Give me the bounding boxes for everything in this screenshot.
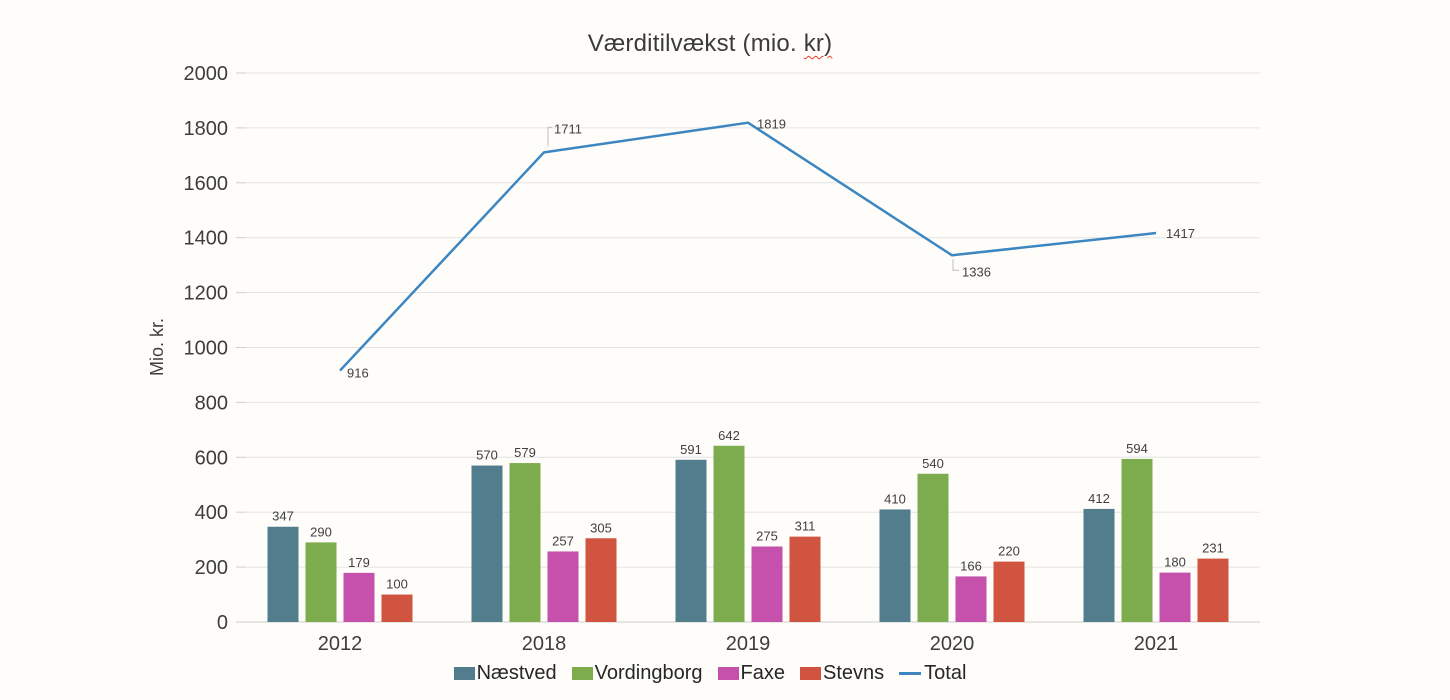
bar-vordingborg-2018 (509, 463, 541, 622)
bar-vordingborg-2012 (305, 542, 337, 622)
y-axis-tick-label: 0 (217, 612, 228, 634)
bar-vordingborg-2021 (1121, 458, 1153, 622)
bar-value-label: 311 (795, 519, 816, 534)
legend-label-næstved: Næstved (476, 662, 557, 684)
y-axis-title: Mio. kr. (147, 318, 167, 376)
bar-stevns-2020 (993, 561, 1025, 622)
y-axis-tick-label: 200 (195, 557, 228, 579)
bar-value-label: 570 (476, 448, 498, 463)
y-axis-tick-label: 2000 (184, 63, 229, 85)
chart-title-spellcheck-word: kr) (803, 30, 833, 57)
y-axis-tick-label: 1800 (184, 118, 229, 140)
chart-title: Værditilvækst (mio. kr) (0, 30, 1420, 58)
legend-item-total: Total (899, 662, 966, 685)
y-axis-tick-label: 1000 (184, 338, 229, 360)
y-axis-tick-label: 800 (195, 392, 228, 414)
y-axis-tick-label: 1400 (184, 228, 229, 250)
bar-stevns-2012 (381, 594, 413, 622)
line-value-label: 1711 (554, 121, 582, 136)
bar-faxe-2020 (955, 576, 987, 622)
bar-stevns-2019 (789, 536, 821, 622)
bar-value-label: 579 (514, 445, 536, 460)
bar-faxe-2021 (1159, 572, 1191, 622)
bar-faxe-2018 (547, 551, 579, 622)
legend-swatch-total (899, 672, 922, 675)
bar-vordingborg-2020 (917, 473, 949, 622)
bar-faxe-2012 (343, 572, 375, 622)
bar-value-label: 180 (1164, 555, 1186, 570)
bar-value-label: 231 (1202, 541, 1224, 556)
y-axis-tick-label: 1600 (184, 173, 229, 195)
legend-swatch-stevns (799, 667, 821, 680)
legend-item-faxe: Faxe (717, 662, 785, 685)
bar-value-label: 410 (884, 491, 906, 506)
line-value-label: 916 (347, 366, 369, 381)
x-axis-category-label: 2018 (522, 633, 567, 655)
legend-item-vordingborg: Vordingborg (571, 662, 703, 685)
line-label-leader (952, 259, 959, 271)
bar-value-label: 305 (590, 520, 612, 535)
bar-value-label: 540 (922, 456, 944, 471)
legend-label-faxe: Faxe (740, 662, 785, 684)
chart-title-text: Værditilvækst (mio. (587, 30, 804, 57)
line-value-label: 1417 (1166, 226, 1195, 241)
bar-value-label: 591 (680, 442, 702, 457)
legend-item-stevns: Stevns (799, 662, 885, 685)
bar-value-label: 290 (310, 524, 332, 539)
bar-value-label: 412 (1088, 491, 1110, 506)
legend-label-total: Total (924, 662, 967, 684)
line-label-leader (547, 126, 552, 147)
bar-value-label: 275 (756, 529, 778, 544)
bar-faxe-2019 (751, 546, 783, 622)
bar-value-label: 100 (386, 577, 408, 592)
bar-næstved-2020 (879, 509, 911, 622)
y-axis-tick-label: 600 (195, 447, 228, 469)
bar-stevns-2018 (585, 538, 617, 622)
bar-næstved-2012 (267, 526, 299, 622)
bar-value-label: 594 (1126, 441, 1148, 456)
y-axis-tick-label: 400 (195, 502, 228, 524)
bar-value-label: 220 (998, 544, 1020, 559)
legend-swatch-vordingborg (571, 667, 593, 680)
legend-item-næstved: Næstved (453, 662, 557, 685)
bar-næstved-2021 (1083, 508, 1115, 622)
bar-value-label: 257 (552, 533, 574, 548)
x-axis-category-label: 2021 (1134, 633, 1179, 655)
legend-label-vordingborg: Vordingborg (594, 662, 703, 684)
bar-value-label: 347 (272, 509, 294, 524)
line-value-label: 1336 (962, 264, 991, 279)
bar-vordingborg-2019 (713, 445, 745, 622)
legend: Næstved Vordingborg Faxe Stevns Total (0, 662, 1420, 685)
bar-value-label: 166 (960, 558, 982, 573)
bar-value-label: 179 (348, 555, 370, 570)
legend-swatch-næstved (453, 667, 475, 680)
x-axis-category-label: 2012 (318, 633, 363, 655)
bar-value-label: 642 (718, 428, 740, 443)
bar-stevns-2021 (1197, 558, 1229, 622)
bar-næstved-2019 (675, 459, 707, 622)
x-axis-category-label: 2020 (930, 633, 975, 655)
y-axis-tick-label: 1200 (184, 283, 229, 305)
total-line (339, 121, 1157, 372)
legend-label-stevns: Stevns (822, 662, 885, 684)
bar-næstved-2018 (471, 465, 503, 622)
x-axis-category-label: 2019 (726, 633, 771, 655)
legend-swatch-faxe (717, 667, 739, 680)
line-value-label: 1819 (757, 117, 786, 132)
